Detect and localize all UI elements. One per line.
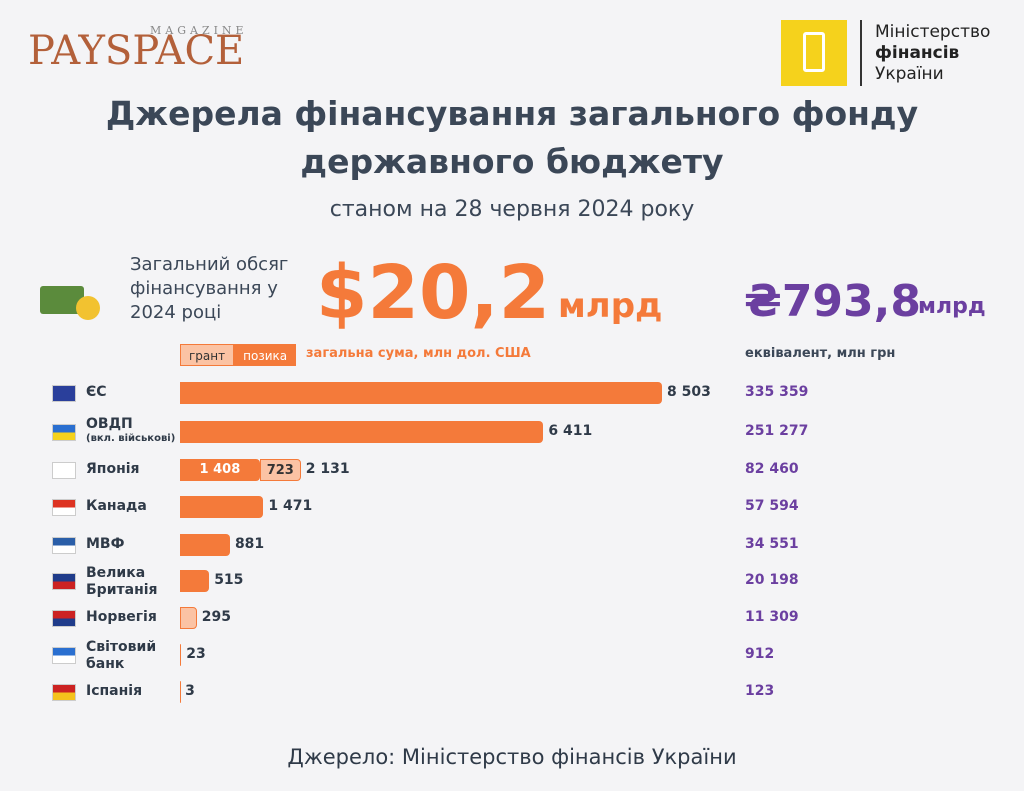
bar: 723 [259,459,301,481]
category-name: ОВДП [86,416,133,432]
usd-caption: загальна сума, млн дол. США [306,346,531,361]
uah-label: 123 [745,683,775,699]
bar-label: 723 [266,463,294,478]
subtitle: станом на 28 червня 2024 року [329,197,695,222]
total-label: 515 [214,572,244,588]
total-uah-unit: млрд [918,294,986,319]
category-name: Світовий банк [86,639,157,672]
bar [180,644,182,666]
ministry-name: Міністерство фінансів України [875,22,990,85]
category-name: Норвегія [86,609,157,625]
category-name: Велика Британія [86,565,158,598]
source: Джерело: Міністерство фінансів України [287,745,737,769]
bar [180,570,210,592]
uah-label: 20 198 [745,572,799,588]
flag [52,537,76,554]
total-label: 295 [201,609,231,625]
money-icon [40,286,104,320]
total-label: 1 471 [268,498,313,514]
uah-caption: еквівалент, млн грн [745,346,896,361]
bar [180,681,181,703]
category-name: Канада [86,498,147,514]
total-caption: Загальний обсяг фінансування у 2024 році [130,254,289,323]
category-label: ЄС [86,384,176,401]
ministry-line: фінансів [875,43,960,63]
category-name: Іспанія [86,683,143,699]
brand: PAYSPACE [28,28,245,74]
bar-label: 1 408 [199,462,241,477]
total-usd: $20,2 [316,250,551,336]
flag [52,647,76,664]
legend-entry: позика [234,344,297,366]
uah-label: 34 551 [745,536,799,552]
flag [52,610,76,627]
title: Джерела фінансування загального фонду [105,94,919,133]
brand-sub: MAGAZINE [150,24,248,37]
flag [52,684,76,701]
category-label: Велика Британія [86,565,176,599]
flag [52,499,76,516]
total-label: 8 503 [667,384,711,400]
divider [860,20,862,86]
total-label: 2 131 [305,461,350,477]
legend: грант позика [180,344,297,366]
category-name: Японія [86,461,140,477]
uah-label: 335 359 [745,384,809,400]
flag [52,573,76,590]
category-label: Норвегія [86,609,176,626]
category-label: Світовий банк [86,639,176,673]
flag [52,385,76,402]
category-label: Канада [86,498,176,515]
total-label: 3 [185,683,195,699]
ministry-logo [781,20,847,86]
ministry-line: Міністерство [875,22,991,42]
category-name: МВФ [86,536,125,552]
uah-label: 82 460 [745,461,799,477]
ministry-line: України [875,64,944,84]
bar [180,534,230,556]
total-uah: ₴793,8 [744,276,921,327]
bar [180,607,197,629]
category-label: Іспанія [86,683,176,700]
category-note: (вкл. військові) [86,433,176,444]
bar: 1 408 [180,459,260,481]
total-label: 6 411 [548,423,593,439]
flag [52,424,76,441]
uah-label: 912 [745,646,775,662]
flag [52,462,76,479]
bar [180,382,662,404]
uah-label: 251 277 [745,423,809,439]
category-label: ОВДП (вкл. військові) [86,416,176,445]
bar [180,496,264,518]
title: державного бюджету [300,142,724,181]
total-label: 23 [186,646,206,662]
uah-label: 57 594 [745,498,799,514]
uah-label: 11 309 [745,609,799,625]
legend-entry: грант [180,344,235,366]
category-label: МВФ [86,536,176,553]
bar [180,421,544,443]
total-label: 881 [234,536,265,552]
category-label: Японія [86,461,176,478]
total-usd-unit: млрд [558,286,663,326]
category-name: ЄС [86,384,107,400]
